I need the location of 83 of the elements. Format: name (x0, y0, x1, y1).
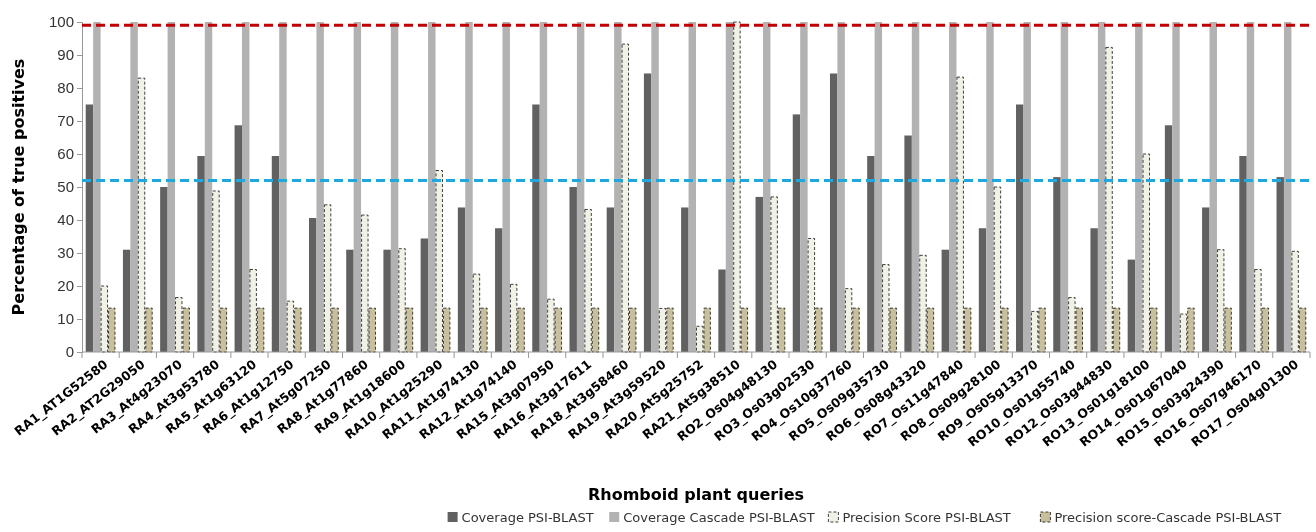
y-tick-label: 10 (57, 310, 74, 328)
bar (762, 22, 771, 352)
bar (85, 104, 94, 352)
bar (837, 22, 845, 352)
bar (93, 22, 101, 352)
y-tick-label: 100 (48, 13, 74, 31)
bar (532, 104, 540, 352)
x-axis-title: Rhomboid plant queries (587, 485, 805, 504)
legend-label: Coverage PSI-BLAST (461, 510, 594, 525)
bar (1016, 104, 1024, 352)
y-tick-label: 90 (57, 46, 74, 64)
bar (1246, 22, 1255, 352)
y-tick-label: 60 (57, 145, 74, 163)
bar (1172, 22, 1180, 352)
bar (167, 22, 176, 352)
bar (390, 22, 399, 352)
bar (1276, 177, 1284, 352)
y-axis-title: Percentage of true positives (9, 58, 28, 316)
bar (353, 22, 362, 352)
bar (941, 249, 950, 352)
bar (725, 22, 734, 352)
legend-label: Coverage Cascade PSI-BLAST (623, 510, 815, 525)
bar (576, 22, 585, 352)
y-tick-label: 80 (57, 79, 74, 97)
legend-label: Precision Score PSI-BLAST (842, 510, 1011, 525)
bar (204, 22, 213, 352)
bar (308, 218, 317, 352)
bar (986, 22, 994, 352)
bar (651, 22, 659, 352)
bar (242, 22, 250, 352)
bar (911, 22, 920, 352)
y-tick-label: 0 (65, 343, 74, 361)
bar (904, 135, 912, 352)
bar (1023, 22, 1031, 352)
bar (383, 249, 391, 352)
bar (1097, 22, 1106, 352)
bar (681, 207, 689, 352)
bar (1209, 22, 1217, 352)
bar (271, 155, 280, 352)
bar (539, 22, 548, 352)
bar (465, 22, 473, 352)
y-tick-label: 30 (57, 244, 74, 262)
bar (1202, 207, 1210, 352)
bar (420, 238, 429, 352)
legend-label: Precision score-Cascade PSI-BLAST (1054, 510, 1282, 525)
y-tick-label: 50 (57, 178, 74, 196)
bar (755, 196, 763, 352)
bar (1164, 125, 1173, 352)
bar (569, 187, 577, 352)
bar (1283, 22, 1292, 352)
bar (643, 73, 652, 352)
bar (1127, 259, 1136, 352)
bar (316, 22, 324, 352)
bar (829, 73, 838, 352)
bar (160, 187, 168, 352)
bar (614, 22, 622, 352)
bar (457, 207, 466, 352)
bar (234, 125, 243, 352)
bar (279, 22, 287, 352)
bar (130, 22, 138, 352)
bar (1135, 22, 1143, 352)
bar (122, 249, 131, 352)
bar (718, 269, 726, 352)
bar (1239, 155, 1247, 352)
bar (502, 22, 510, 352)
bar (606, 207, 615, 352)
bar (978, 228, 987, 352)
bar (1090, 228, 1098, 352)
bar (428, 22, 436, 352)
y-tick-label: 40 (57, 211, 74, 229)
bar (792, 114, 801, 352)
bar (197, 155, 205, 352)
bar (874, 22, 883, 352)
bar (867, 155, 875, 352)
bar (346, 249, 354, 352)
bar (1060, 22, 1069, 352)
bar (495, 228, 503, 352)
bar (949, 22, 957, 352)
y-tick-label: 70 (57, 112, 74, 130)
bar (1053, 177, 1061, 352)
bar (688, 22, 696, 352)
bar (800, 22, 808, 352)
y-tick-label: 20 (57, 277, 74, 295)
